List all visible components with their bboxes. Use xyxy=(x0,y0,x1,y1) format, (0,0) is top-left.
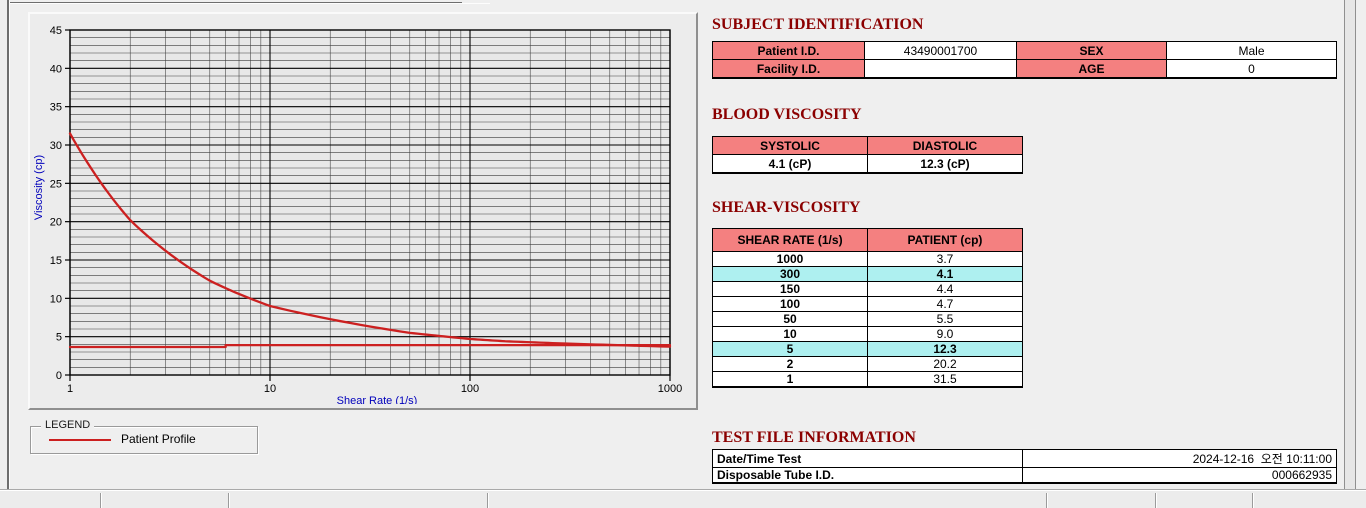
shear-rate-300: 300 xyxy=(712,266,868,282)
svg-text:0: 0 xyxy=(56,370,62,382)
patient-cp-10: 9.0 xyxy=(867,326,1023,342)
window-left-frame-highlight xyxy=(9,0,10,489)
patient-cp-300: 4.1 xyxy=(867,266,1023,282)
svg-text:1000: 1000 xyxy=(658,383,682,395)
test-file-information-table: Date/Time Test 2024-12-16 오전 10:11:00 Disp… xyxy=(712,449,1337,484)
date-time-test-value: 2024-12-16 오전 10:11:00 xyxy=(1022,449,1337,468)
shear-viscosity-row-100: 100 4.7 xyxy=(712,296,1023,312)
shear-viscosity-row-50: 50 5.5 xyxy=(712,311,1023,327)
legend-caption: LEGEND xyxy=(41,419,95,431)
patient-id-value: 43490001700 xyxy=(864,41,1017,60)
window-top-frame xyxy=(10,2,462,3)
svg-text:1: 1 xyxy=(67,383,73,395)
svg-text:10: 10 xyxy=(50,293,62,305)
patient-id-label: Patient I.D. xyxy=(712,41,865,60)
test-file-row: Disposable Tube I.D. 000662935 xyxy=(712,467,1337,484)
patient-cp-5: 12.3 xyxy=(867,341,1023,357)
status-bar-divider xyxy=(1155,493,1157,508)
patient-cp-1000: 3.7 xyxy=(867,251,1023,267)
date-time-test-label: Date/Time Test xyxy=(712,449,1023,468)
shear-rate-2: 2 xyxy=(712,356,868,372)
blood-viscosity-value-row: 4.1 (cP) 12.3 (cP) xyxy=(712,154,1023,174)
diastolic-header: DIASTOLIC xyxy=(867,136,1023,155)
systolic-header: SYSTOLIC xyxy=(712,136,868,155)
status-bar xyxy=(0,490,1366,508)
age-value: 0 xyxy=(1166,59,1337,79)
window-right-edge xyxy=(1344,0,1356,490)
patient-cp-150: 4.4 xyxy=(867,281,1023,297)
svg-text:Shear Rate (1/s): Shear Rate (1/s) xyxy=(337,395,418,404)
legend-line-sample xyxy=(49,439,111,441)
status-bar-divider xyxy=(100,493,102,508)
subject-identification-title: SUBJECT IDENTIFICATION xyxy=(712,16,924,33)
blood-viscosity-title: BLOOD VISCOSITY xyxy=(712,106,862,123)
shear-viscosity-row-10: 10 9.0 xyxy=(712,326,1023,342)
svg-text:Viscosity (cp): Viscosity (cp) xyxy=(33,155,45,220)
age-label: AGE xyxy=(1016,59,1167,79)
svg-text:40: 40 xyxy=(50,63,62,75)
legend-series-label: Patient Profile xyxy=(121,432,196,446)
shear-rate-150: 150 xyxy=(712,281,868,297)
disposable-tube-id-value: 000662935 xyxy=(1022,467,1337,484)
test-file-row: Date/Time Test 2024-12-16 오전 10:11:00 xyxy=(712,449,1337,468)
legend-box: LEGEND Patient Profile xyxy=(30,419,258,454)
shear-viscosity-row-150: 150 4.4 xyxy=(712,281,1023,297)
facility-id-value xyxy=(864,59,1017,79)
status-bar-divider xyxy=(1046,493,1048,508)
diastolic-value: 12.3 (cP) xyxy=(867,154,1023,174)
shear-viscosity-chart: 0 5 10 15 20 25 30 35 40 45 1 10 100 1000 Shear Rate (… xyxy=(33,25,682,404)
svg-text:100: 100 xyxy=(461,383,479,395)
svg-text:20: 20 xyxy=(50,217,62,229)
svg-text:45: 45 xyxy=(50,25,62,37)
svg-text:15: 15 xyxy=(50,255,62,267)
svg-text:25: 25 xyxy=(50,178,62,190)
disposable-tube-id-label: Disposable Tube I.D. xyxy=(712,467,1023,484)
shear-viscosity-row-300: 300 4.1 xyxy=(712,266,1023,282)
facility-id-label: Facility I.D. xyxy=(712,59,865,79)
viscosity-chart-panel: 0 5 10 15 20 25 30 35 40 45 1 10 100 1000 Shear Rate (… xyxy=(28,12,698,410)
patient-cp-1: 31.5 xyxy=(867,371,1023,388)
svg-text:10: 10 xyxy=(264,383,276,395)
subject-row: Facility I.D. AGE 0 xyxy=(712,59,1337,79)
shear-viscosity-row-2: 2 20.2 xyxy=(712,356,1023,372)
sex-value: Male xyxy=(1166,41,1337,60)
systolic-value: 4.1 (cP) xyxy=(712,154,868,174)
shear-rate-1000: 1000 xyxy=(712,251,868,267)
shear-viscosity-row-5: 5 12.3 xyxy=(712,341,1023,357)
sex-label: SEX xyxy=(1016,41,1167,60)
shear-viscosity-row-1000: 1000 3.7 xyxy=(712,251,1023,267)
status-bar-divider xyxy=(1252,493,1254,508)
shear-viscosity-title: SHEAR-VISCOSITY xyxy=(712,199,861,216)
svg-text:5: 5 xyxy=(56,332,62,344)
patient-cp-50: 5.5 xyxy=(867,311,1023,327)
test-file-information-title: TEST FILE INFORMATION xyxy=(712,429,916,446)
shear-viscosity-table: SHEAR RATE (1/s) PATIENT (cp) 1000 3.7 300 4.… xyxy=(712,228,1023,388)
subject-identification-table: Patient I.D. 43490001700 SEX Male Facility I… xyxy=(712,41,1337,79)
shear-rate-10: 10 xyxy=(712,326,868,342)
shear-rate-100: 100 xyxy=(712,296,868,312)
shear-rate-50: 50 xyxy=(712,311,868,327)
patient-cp-2: 20.2 xyxy=(867,356,1023,372)
svg-text:30: 30 xyxy=(50,140,62,152)
patient-cp-100: 4.7 xyxy=(867,296,1023,312)
window-top-frame-highlight xyxy=(10,3,490,4)
status-bar-divider xyxy=(487,493,489,508)
shear-viscosity-row-1: 1 31.5 xyxy=(712,371,1023,388)
blood-viscosity-header-row: SYSTOLIC DIASTOLIC xyxy=(712,136,1023,155)
shear-rate-1: 1 xyxy=(712,371,868,388)
patient-cp-header: PATIENT (cp) xyxy=(867,228,1023,252)
status-bar-divider xyxy=(228,493,230,508)
window-left-frame xyxy=(7,0,9,489)
shear-rate-5: 5 xyxy=(712,341,868,357)
shear-rate-header: SHEAR RATE (1/s) xyxy=(712,228,868,252)
subject-row: Patient I.D. 43490001700 SEX Male xyxy=(712,41,1337,60)
blood-viscosity-table: SYSTOLIC DIASTOLIC 4.1 (cP) 12.3 (cP) xyxy=(712,136,1023,174)
svg-text:35: 35 xyxy=(50,102,62,114)
shear-viscosity-header-row: SHEAR RATE (1/s) PATIENT (cp) xyxy=(712,228,1023,252)
